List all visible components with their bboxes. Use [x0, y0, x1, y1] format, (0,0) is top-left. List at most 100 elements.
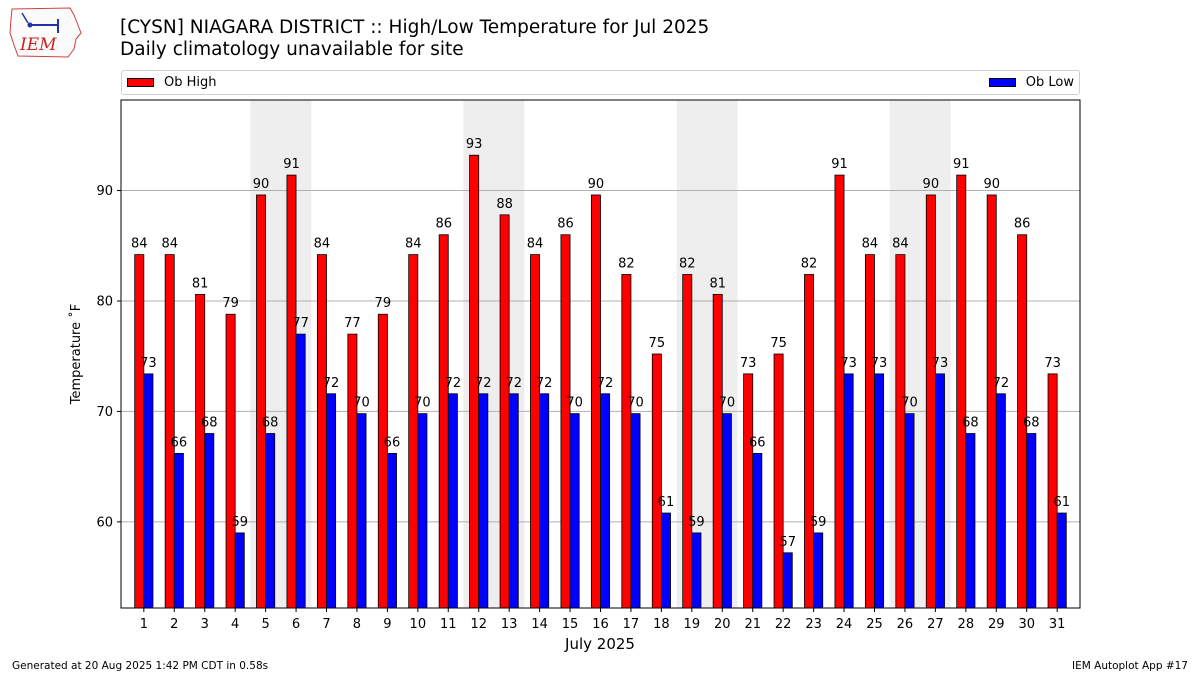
x-tick-label-20: 20	[714, 617, 731, 632]
low-bar-day-28	[965, 433, 976, 609]
low-bar-day-2	[173, 452, 184, 609]
high-value-label-day-26: 84	[892, 237, 909, 252]
high-bar-day-3	[195, 293, 206, 609]
low-bar-day-15	[569, 413, 580, 609]
low-bar-day-21	[752, 452, 763, 609]
low-bar-day-24	[843, 373, 854, 609]
high-bar-day-19	[682, 274, 693, 609]
low-bar-day-31	[1056, 512, 1067, 609]
chart-legend: Ob High Ob Low	[121, 70, 1080, 95]
high-bar-day-18	[651, 353, 662, 609]
high-value-label-day-12: 93	[466, 137, 483, 152]
chart-title-line1: [CYSN] NIAGARA DISTRICT :: High/Low Temp…	[120, 17, 710, 38]
high-value-label-day-8: 77	[344, 316, 361, 331]
low-value-label-day-28: 68	[962, 416, 979, 431]
x-tick-label-7: 7	[322, 617, 330, 632]
x-tick-label-21: 21	[744, 617, 761, 632]
high-value-label-day-29: 90	[983, 177, 1000, 192]
high-bar-day-29	[986, 194, 997, 609]
x-tick-label-11: 11	[440, 617, 457, 632]
low-value-label-day-23: 59	[810, 515, 827, 530]
x-tick-label-9: 9	[383, 617, 391, 632]
low-bar-day-17	[630, 413, 641, 609]
low-bar-day-29	[995, 393, 1006, 609]
x-tick-label-5: 5	[261, 617, 269, 632]
high-value-label-day-15: 86	[557, 217, 574, 232]
low-value-label-day-29: 72	[993, 376, 1010, 391]
y-tick-label-90: 90	[96, 184, 113, 199]
low-value-label-day-18: 61	[658, 495, 675, 510]
low-value-label-day-22: 57	[779, 535, 796, 550]
low-value-label-day-21: 66	[749, 435, 766, 450]
legend-swatch-high	[127, 78, 154, 87]
low-bar-day-7	[326, 393, 337, 609]
x-tick-label-16: 16	[592, 617, 609, 632]
low-value-label-day-25: 73	[871, 356, 888, 371]
high-value-label-day-10: 84	[405, 237, 422, 252]
high-value-label-day-24: 91	[831, 157, 848, 172]
low-value-label-day-15: 70	[566, 396, 583, 411]
y-tick-label-70: 70	[96, 405, 113, 420]
low-bar-day-6	[295, 333, 306, 609]
footer-generated: Generated at 20 Aug 2025 1:42 PM CDT in …	[12, 660, 269, 672]
low-bar-day-10	[417, 413, 428, 609]
x-tick-label-17: 17	[623, 617, 640, 632]
high-bar-day-28	[956, 174, 967, 609]
low-bar-day-26	[904, 413, 915, 609]
legend-label-high: Ob High	[164, 75, 217, 90]
high-value-label-day-30: 86	[1014, 217, 1031, 232]
high-value-label-day-14: 84	[527, 237, 544, 252]
footer-app: IEM Autoplot App #17	[1072, 660, 1188, 672]
high-bar-day-23	[804, 274, 815, 609]
low-bar-day-23	[813, 532, 824, 609]
high-bar-day-24	[834, 174, 845, 609]
high-value-label-day-1: 84	[131, 237, 148, 252]
low-value-label-day-27: 73	[932, 356, 949, 371]
low-value-label-day-2: 66	[171, 435, 188, 450]
low-bar-day-4	[234, 532, 245, 609]
low-bar-day-1	[143, 373, 154, 609]
high-value-label-day-2: 84	[161, 237, 178, 252]
low-bar-day-5	[265, 433, 276, 609]
low-value-label-day-31: 61	[1053, 495, 1070, 510]
high-value-label-day-16: 90	[588, 177, 605, 192]
x-tick-label-3: 3	[201, 617, 209, 632]
high-bar-day-6	[286, 174, 297, 609]
legend-item-low: Ob Low	[988, 75, 1074, 90]
legend-swatch-low	[988, 78, 1016, 87]
high-bar-day-15	[560, 234, 571, 609]
low-value-label-day-12: 72	[475, 376, 492, 391]
high-value-label-day-3: 81	[192, 276, 209, 291]
high-bar-day-8	[347, 333, 358, 609]
low-value-label-day-17: 70	[627, 396, 644, 411]
legend-item-high: Ob High	[127, 75, 217, 90]
high-value-label-day-17: 82	[618, 256, 635, 271]
high-bar-day-5	[256, 194, 267, 609]
x-tick-label-22: 22	[775, 617, 792, 632]
high-bar-day-7	[316, 254, 327, 609]
low-bar-day-12	[478, 393, 489, 609]
low-value-label-day-19: 59	[688, 515, 705, 530]
low-value-label-day-6: 77	[292, 316, 309, 331]
low-bar-day-9	[386, 452, 397, 609]
high-bar-day-10	[408, 254, 419, 609]
high-value-label-day-13: 88	[496, 197, 513, 212]
low-bar-day-27	[934, 373, 945, 609]
high-bar-day-1	[134, 254, 145, 609]
high-bar-day-22	[773, 353, 784, 609]
x-tick-label-19: 19	[684, 617, 701, 632]
low-bar-day-13	[508, 393, 519, 609]
low-value-label-day-9: 66	[384, 435, 401, 450]
x-tick-label-15: 15	[562, 617, 579, 632]
low-value-label-day-13: 72	[505, 376, 522, 391]
x-tick-label-25: 25	[866, 617, 883, 632]
high-value-label-day-11: 86	[435, 217, 452, 232]
low-value-label-day-7: 72	[323, 376, 340, 391]
high-bar-day-25	[864, 254, 875, 609]
low-value-label-day-8: 70	[353, 396, 370, 411]
low-bar-day-18	[660, 512, 671, 609]
high-value-label-day-6: 91	[283, 157, 300, 172]
y-tick-label-60: 60	[96, 515, 113, 530]
high-bar-day-4	[225, 313, 236, 609]
